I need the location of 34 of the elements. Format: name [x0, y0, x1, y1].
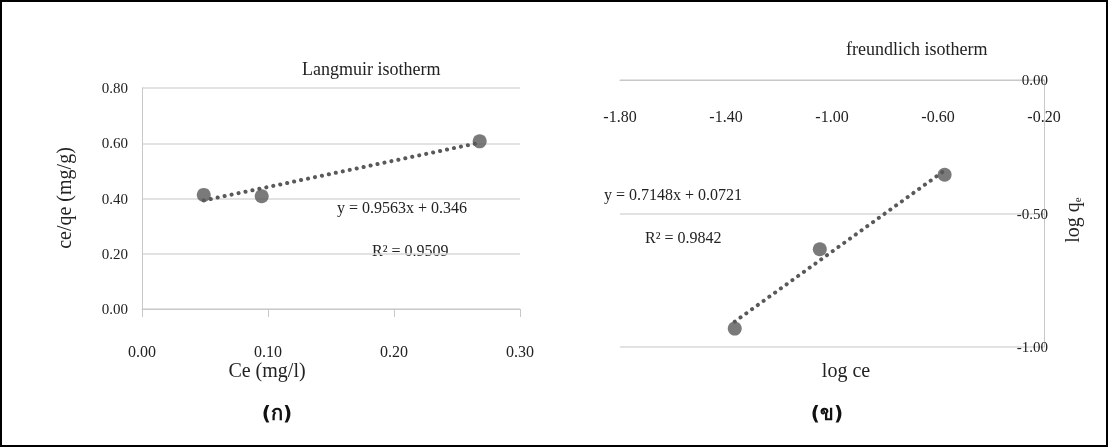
x-tick-label: 0.10	[254, 342, 282, 360]
y-tick-label: 0.80	[101, 80, 128, 96]
point	[472, 134, 487, 149]
y-tick-label: 0.60	[101, 135, 128, 152]
y-tick-label: 0.20	[101, 245, 128, 262]
chart-title: freundlich isotherm	[846, 39, 988, 59]
annotation: y = 0.7148x + 0.0721	[604, 185, 743, 204]
x-tick-label: -1.80	[603, 107, 637, 125]
x-tick-label: 0.30	[506, 342, 534, 360]
text: (ก)	[260, 400, 294, 427]
annotation: R² = 0.9842	[645, 228, 722, 246]
point	[196, 187, 211, 202]
x-axis-title: Ce (mg/l)	[228, 359, 306, 382]
point	[937, 167, 952, 182]
text: (ข)	[809, 400, 845, 427]
y-tick-label: 0.40	[101, 190, 128, 207]
y2-tick-label: -0.50	[1016, 205, 1048, 222]
x-tick-label: -0.60	[921, 107, 955, 125]
point	[254, 189, 269, 204]
y-tick-label: 0.00	[101, 301, 128, 317]
x-tick-label: 0.00	[128, 342, 156, 360]
annotation: R² = 0.9509	[372, 241, 449, 259]
annotation: y = 0.9563x + 0.346	[337, 198, 468, 217]
x-tick-label: 0.20	[380, 342, 408, 360]
x-tick-label: -1.00	[815, 107, 849, 125]
chart-title: Langmuir isotherm	[301, 59, 441, 79]
x-tick-label: -1.40	[709, 107, 743, 125]
x-tick-label: -0.20	[1027, 107, 1061, 125]
point	[812, 242, 827, 257]
y-axis-title: ce/qe (mg/g)	[53, 147, 76, 249]
y2-axis-title: log qe	[1061, 197, 1084, 243]
x-axis-title: log ce	[821, 359, 871, 382]
y2-tick-label: 0.00	[1021, 72, 1048, 88]
point	[727, 321, 742, 336]
